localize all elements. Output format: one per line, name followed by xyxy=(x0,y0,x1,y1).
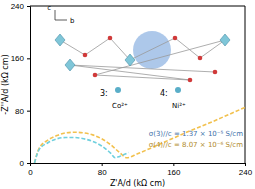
x-tick: 160 xyxy=(167,163,181,177)
structure-inset xyxy=(55,10,230,93)
atom xyxy=(213,70,218,75)
x-tick-label: 240 xyxy=(239,168,253,177)
bond xyxy=(110,38,130,60)
atom xyxy=(108,36,113,41)
annotation: 3: xyxy=(100,89,108,98)
y-axis-line xyxy=(27,7,31,164)
frame xyxy=(245,6,246,163)
octahedron xyxy=(220,34,230,46)
bond xyxy=(130,38,175,60)
annotation: 4: xyxy=(160,89,168,98)
annotation: b xyxy=(70,17,75,25)
y-tick: 0 xyxy=(20,159,30,168)
atom xyxy=(198,56,203,61)
atom xyxy=(173,36,178,41)
bond xyxy=(60,40,85,55)
x-tick-label: 160 xyxy=(167,168,181,177)
annotation: σ(3)//c = 1.37 × 10⁻⁵ S/cm xyxy=(149,130,243,138)
x-tick-label: 0 xyxy=(28,168,33,177)
y-tick: 160 xyxy=(11,54,30,63)
plot-area xyxy=(34,107,245,163)
atom xyxy=(188,78,193,83)
x-tick: 0 xyxy=(28,163,33,177)
bond xyxy=(95,75,190,80)
y-tick: 80 xyxy=(15,107,30,116)
x-tick-mark xyxy=(173,163,174,166)
series-line xyxy=(34,137,128,163)
bond xyxy=(70,65,190,80)
metal-ion xyxy=(175,87,181,93)
y-axis-title: -Z''A/d (kΩ cm) xyxy=(1,54,10,114)
octahedron xyxy=(55,34,65,46)
x-tick-mark xyxy=(102,163,103,166)
y-axis: 0 80 160 240 xyxy=(11,2,31,168)
y-tick-label: 80 xyxy=(15,107,24,116)
x-tick-mark xyxy=(245,163,246,166)
y-tick-mark xyxy=(27,58,30,59)
octahedron xyxy=(65,59,75,71)
y-tick-mark xyxy=(27,163,30,164)
y-tick-mark xyxy=(27,111,30,112)
x-axis-title: Z'A/d (kΩ cm) xyxy=(110,179,165,188)
y-tick-label: 240 xyxy=(11,2,25,11)
annotation: c xyxy=(47,4,51,12)
annotation: Ni²⁺ xyxy=(172,102,186,110)
x-axis: 0 80 160 240 xyxy=(28,163,252,177)
x-tick: 80 xyxy=(98,163,107,177)
x-tick-label: 80 xyxy=(98,168,107,177)
bond xyxy=(85,38,110,55)
series-line xyxy=(34,107,245,163)
x-axis-line xyxy=(31,164,246,167)
x-tick: 240 xyxy=(239,163,253,177)
annotation: σ(4)//c = 8.07 × 10⁻⁶ S/cm xyxy=(149,141,243,149)
axis-arrow xyxy=(55,20,67,21)
axis-arrow xyxy=(55,10,56,20)
atom xyxy=(93,73,98,78)
y-tick: 240 xyxy=(11,2,30,11)
frame xyxy=(30,6,245,7)
y-tick-label: 0 xyxy=(20,159,25,168)
bond xyxy=(200,40,225,58)
y-tick-mark xyxy=(27,6,30,7)
bond xyxy=(95,40,225,75)
octahedron xyxy=(125,54,135,66)
bond xyxy=(70,65,215,72)
atom xyxy=(83,53,88,58)
chart: 0 80 160 240 0 80 160 240 Z'A/d (kΩ cm) -Z''A/d (… xyxy=(0,0,255,189)
y-tick-label: 160 xyxy=(11,54,25,63)
annotation: Co²⁺ xyxy=(112,102,128,110)
metal-ion xyxy=(115,87,121,93)
